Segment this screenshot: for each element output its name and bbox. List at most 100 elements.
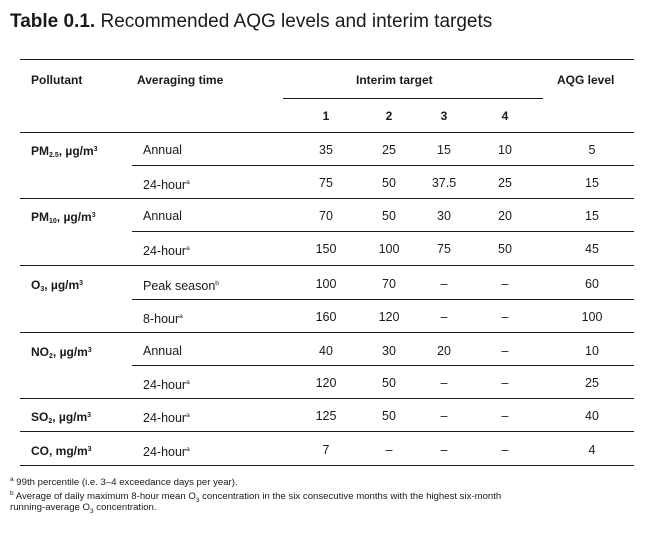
footnote-b-line-2: running-average O3 concentration. [10,502,157,518]
pollutant-label: SO2, µg/m3 [31,409,91,429]
interim-target-3-value: 30 [437,209,451,223]
pollutant-unit: , µg/m [58,144,94,158]
averaging-time-text: Annual [143,209,182,223]
row-rule [132,365,634,366]
aqg-level-value: 15 [585,176,599,190]
footnote-mark: a [186,179,190,186]
footnote-mark: a [186,446,190,453]
interim-target-2-value: 120 [378,310,400,324]
averaging-time: Annual [143,209,182,223]
pollutant-name: PM [31,144,49,158]
averaging-time-text: 24-hour [143,411,187,426]
averaging-time-text: 24-hour [143,445,187,460]
footnote-b-sub-2: 3 [90,507,94,515]
top-rule [20,59,634,60]
interim-target-1-value: 100 [315,277,337,291]
header-it-2: 2 [385,109,393,123]
aqg-level-value: 15 [585,209,599,223]
interim-target-3-value: – [440,376,448,390]
pollutant-name: CO, mg/m [31,444,88,458]
table-title: Table 0.1. Recommended AQG levels and in… [10,11,492,33]
header-it-4: 4 [501,109,509,123]
interim-target-4-value: 20 [498,209,512,223]
footnote-mark: a [186,379,190,386]
header-aqg-level: AQG level [557,73,615,87]
pollutant-subscript: 3 [40,286,45,293]
footnote-b-line2-text-1: running-average O [10,502,90,513]
averaging-time-text: Peak season [143,279,216,294]
footnote-mark: a [179,313,183,320]
aqg-level-value: 25 [585,376,599,390]
table-number: Table 0.1. [10,11,96,32]
interim-target-3-value: 37.5 [431,176,457,190]
pollutant-subscript: 2 [49,353,53,360]
pollutant-subscript: 2.5 [49,152,59,159]
group-rule [20,332,634,333]
row-rule [132,231,634,232]
interim-target-3-value: 75 [437,242,451,256]
footnote-b-text-1: Average of daily maximum 8-hour mean O [13,491,196,503]
aqg-level-value: 60 [585,277,599,291]
header-it-3: 3 [440,109,448,123]
interim-target-1-value: 7 [322,443,330,457]
averaging-time: Annual [143,143,182,157]
group-rule [20,265,634,266]
interim-target-4-value: 25 [498,176,512,190]
averaging-time: Peak seasonb [143,277,219,293]
interim-target-1-value: 160 [315,310,337,324]
interim-target-4-value: – [501,277,509,291]
footnote-mark: b [215,280,219,287]
interim-target-1-value: 120 [315,376,337,390]
footnote-b-sub-1: 3 [195,497,200,505]
averaging-time-text: 8-hour [143,312,180,327]
footnote-b-mark: b [10,490,14,497]
aqg-level-value: 100 [581,310,603,324]
interim-target-4-value: 50 [498,242,512,256]
footnote-b: b Average of daily maximum 8-hour mean O… [10,488,501,507]
header-pollutant: Pollutant [31,73,83,87]
pollutant-label: NO2, µg/m3 [31,344,92,364]
averaging-time-text: 24-hour [143,178,187,193]
interim-target-2-value: 50 [382,209,396,223]
interim-target-3-value: – [440,310,448,324]
footnote-a-text: 99th percentile (i.e. 3–4 exceedance day… [13,477,238,489]
footnote-b-line2-text-2: concentration. [93,502,157,513]
footnote-b-text-2: concentration in the six consecutive mon… [199,491,502,503]
interim-target-1-value: 40 [319,344,333,358]
averaging-time-text: 24-hour [143,244,187,259]
pollutant-label: PM10, µg/m3 [31,209,96,229]
averaging-time: 8-houra [143,310,183,326]
pollutant-unit: , µg/m [44,278,80,292]
interim-target-underline [283,98,543,99]
averaging-time-text: Annual [143,344,182,358]
pollutant-unit-superscript: 3 [79,280,84,287]
interim-target-2-value: 100 [378,242,400,256]
pollutant-name: SO [31,410,49,424]
interim-target-2-value: 50 [382,176,396,190]
row-rule [132,299,634,300]
footnote-a-mark: a [10,476,14,483]
header-rule [20,132,634,133]
group-rule [20,431,634,432]
pollutant-subscript: 10 [49,218,57,225]
aqg-level-value: 40 [585,409,599,423]
interim-target-4-value: – [501,409,509,423]
table-title-text: Recommended AQG levels and interim targe… [100,11,493,32]
pollutant-name: NO [31,345,49,359]
aqg-level-value: 45 [585,242,599,256]
pollutant-unit-superscript: 3 [87,412,92,419]
interim-target-4-value: 10 [498,143,512,157]
pollutant-unit-superscript: 3 [87,446,92,453]
interim-target-3-value: – [440,277,448,291]
averaging-time: 24-houra [143,242,190,258]
interim-target-4-value: – [501,443,509,457]
group-rule [20,465,634,466]
group-rule [20,198,634,199]
pollutant-subscript: 2 [48,418,53,425]
interim-target-3-value: 15 [437,143,451,157]
group-rule [20,398,634,399]
interim-target-2-value: 50 [382,409,396,423]
interim-target-2-value: 70 [382,277,396,291]
pollutant-unit: , µg/m [56,210,92,224]
interim-target-1-value: 150 [315,242,337,256]
